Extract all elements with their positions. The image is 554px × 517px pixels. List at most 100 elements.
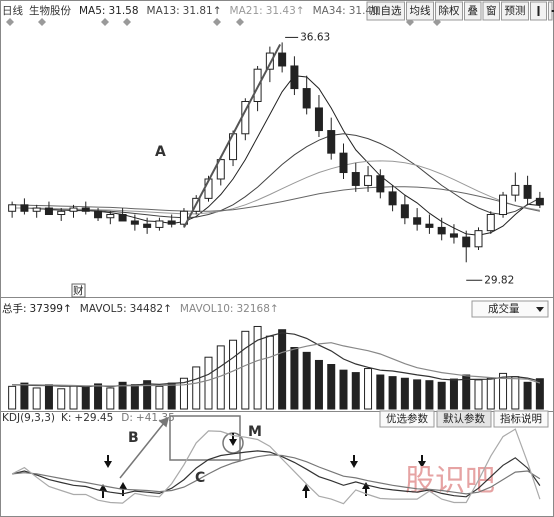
ma-line bbox=[12, 160, 540, 215]
legend-value: 37399 bbox=[30, 303, 63, 315]
trend-arrow bbox=[183, 43, 282, 228]
volume-bar bbox=[241, 330, 250, 410]
legend-name: MA5: bbox=[79, 5, 105, 17]
sell-arrow bbox=[418, 455, 426, 468]
legend-arrow: ↑ bbox=[296, 5, 305, 17]
event-marker bbox=[6, 18, 14, 26]
candle-body bbox=[143, 223, 152, 228]
stock-name: 生物股份 bbox=[29, 4, 71, 17]
toolbar-button-label[interactable]: 预测 bbox=[505, 4, 526, 17]
volume-bar bbox=[302, 351, 311, 410]
candle-body bbox=[32, 207, 41, 212]
candle-body bbox=[474, 230, 483, 248]
volume-bar bbox=[32, 387, 41, 410]
volume-bar bbox=[462, 374, 471, 410]
toolbar-button[interactable] bbox=[406, 1, 434, 21]
indicator-button-label[interactable]: 优选参数 bbox=[386, 412, 428, 425]
volume-bar bbox=[376, 374, 385, 410]
volume-bar bbox=[229, 339, 238, 410]
candle-body bbox=[20, 204, 29, 212]
toolbar-button-label[interactable]: 叠 bbox=[468, 5, 479, 17]
annotation-label: C bbox=[195, 470, 205, 486]
volume-bar bbox=[179, 377, 188, 410]
candle-body bbox=[8, 204, 17, 212]
toolbar-button-label[interactable]: 窗 bbox=[486, 4, 497, 17]
candle-body bbox=[118, 214, 127, 222]
volume-bar bbox=[314, 359, 323, 410]
indicator-button[interactable] bbox=[493, 410, 549, 428]
legend-value: +29.45 bbox=[74, 412, 113, 424]
volume-bar bbox=[339, 369, 348, 410]
legend-value: 32168 bbox=[236, 303, 269, 315]
indicator-button-label[interactable]: 默认参数 bbox=[443, 412, 485, 425]
max-price-label: 36.63 bbox=[300, 31, 330, 43]
volume-bar bbox=[437, 381, 446, 410]
event-marker bbox=[236, 18, 244, 26]
toolbar-button[interactable] bbox=[366, 1, 405, 21]
candle-body bbox=[413, 217, 422, 225]
indicator-dropdown[interactable] bbox=[471, 300, 549, 318]
legend-arrow: ↑ bbox=[163, 303, 172, 315]
volume-bar bbox=[535, 378, 544, 410]
volume-bar bbox=[81, 386, 90, 410]
candle-body bbox=[364, 175, 373, 186]
indicator-dropdown-label[interactable]: 成交量 bbox=[488, 302, 520, 315]
volume-bar bbox=[425, 380, 434, 410]
min-price-label: 29.82 bbox=[484, 274, 514, 286]
ma-line bbox=[12, 133, 541, 219]
volume-bar bbox=[474, 379, 483, 410]
toolbar-button-label[interactable]: 均线 bbox=[410, 4, 431, 17]
candle-body bbox=[314, 107, 323, 132]
toolbar-button[interactable] bbox=[464, 1, 482, 21]
volume-bar bbox=[44, 384, 53, 410]
indicator-button-label[interactable]: 指标说明 bbox=[500, 412, 542, 425]
legend-name: MAVOL5: bbox=[80, 303, 127, 315]
volume-bar bbox=[106, 387, 115, 410]
volume-bar bbox=[204, 356, 213, 410]
indicator-title: KDJ(9,3,3) bbox=[2, 412, 55, 424]
candle-body bbox=[155, 220, 164, 228]
event-marker bbox=[123, 18, 131, 26]
volume-bar bbox=[351, 372, 360, 410]
annotation-label: B bbox=[128, 430, 139, 446]
legend-name: MA34: bbox=[313, 5, 346, 17]
annotation-box bbox=[71, 283, 86, 298]
toolbar-button-label[interactable]: 加自选 bbox=[370, 4, 402, 17]
kdj-line bbox=[11, 428, 541, 505]
legend-value: 34482 bbox=[130, 303, 163, 315]
candle-body bbox=[179, 210, 188, 225]
trend-arrow bbox=[119, 417, 169, 479]
volume-bar bbox=[57, 388, 66, 410]
volume-bar bbox=[388, 376, 397, 410]
legend-name: D: bbox=[121, 412, 133, 424]
toolbar-icon[interactable] bbox=[548, 1, 553, 21]
legend-name: MAVOL10: bbox=[180, 303, 234, 315]
legend-name: 总手: bbox=[2, 302, 27, 315]
volume-bar bbox=[130, 384, 139, 410]
legend-value: 31.81 bbox=[183, 5, 213, 17]
ma-line bbox=[12, 186, 541, 212]
candle-body bbox=[511, 184, 520, 196]
candle-body bbox=[499, 194, 508, 216]
toolbar-button[interactable] bbox=[482, 1, 500, 21]
highlight-box bbox=[169, 415, 241, 461]
candle-body bbox=[376, 175, 385, 193]
candle-body bbox=[462, 236, 471, 248]
indicator-button[interactable] bbox=[436, 410, 492, 428]
volume-bar bbox=[511, 376, 520, 410]
toolbar-button-label[interactable]: 除权 bbox=[439, 4, 460, 17]
volume-bar bbox=[499, 372, 508, 410]
annotation-label: A bbox=[155, 144, 166, 160]
volume-bar bbox=[94, 383, 103, 410]
toolbar-button[interactable] bbox=[501, 1, 529, 21]
indicator-button[interactable] bbox=[379, 410, 435, 428]
volume-ma-line bbox=[12, 342, 541, 387]
candle-body bbox=[388, 191, 397, 206]
annotation-label: 财 bbox=[73, 284, 84, 297]
candle-body bbox=[449, 233, 458, 238]
watermark: 股识吧 bbox=[405, 464, 495, 499]
candle-body bbox=[278, 52, 287, 67]
toolbar-button[interactable] bbox=[435, 1, 463, 21]
volume-bar bbox=[118, 381, 127, 410]
